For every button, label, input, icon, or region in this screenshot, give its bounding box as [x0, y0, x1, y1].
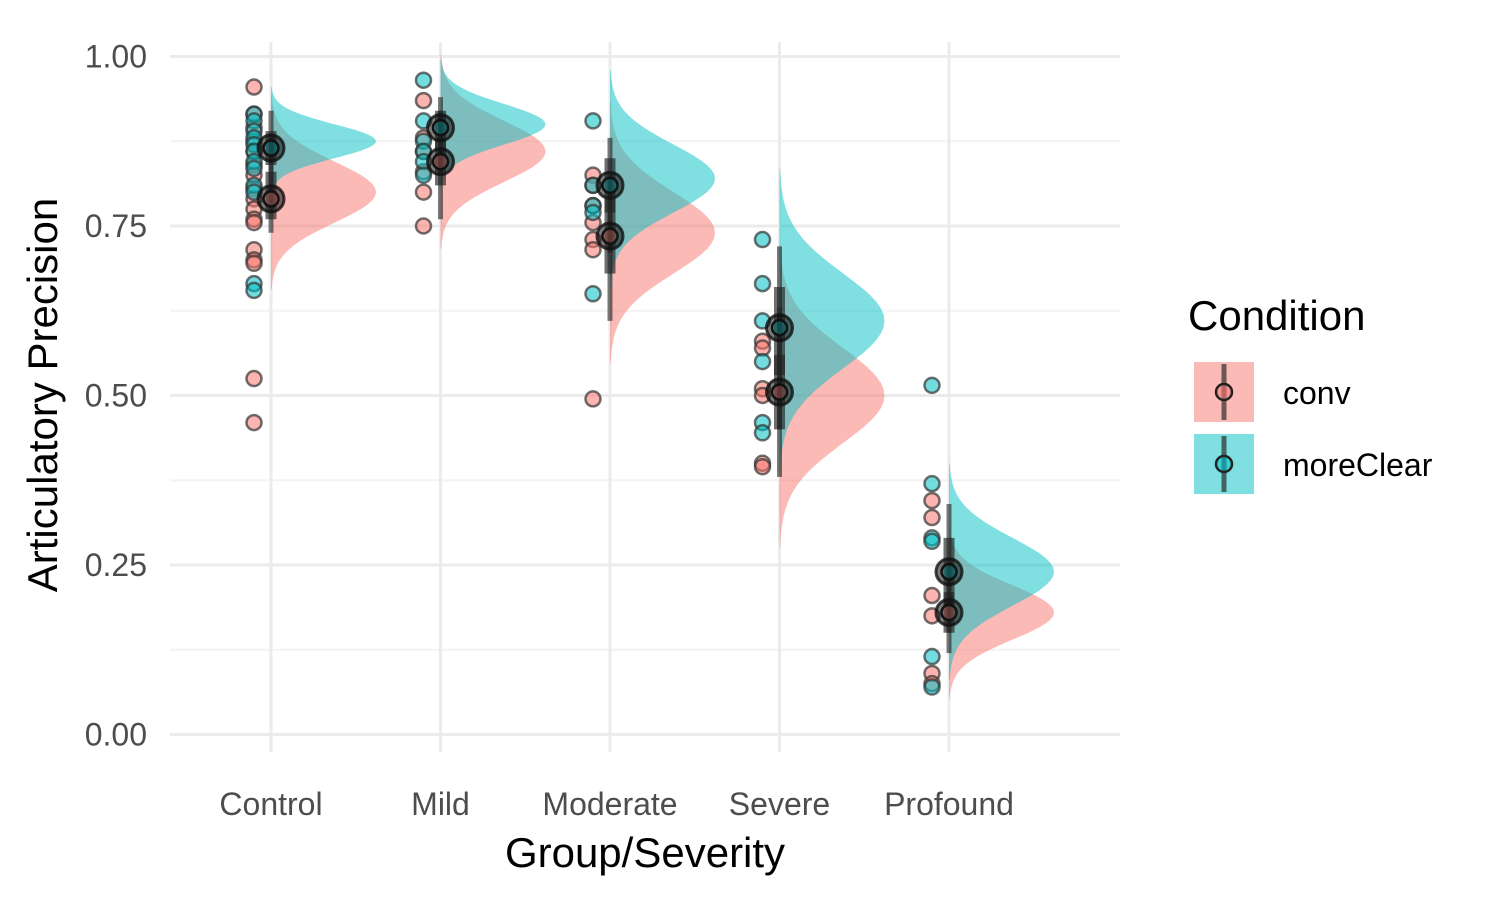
- data-point-moreClear: [923, 474, 941, 493]
- data-point-moreClear: [923, 376, 941, 395]
- density-cloud-moreClear: [949, 463, 1054, 681]
- data-point-moreClear: [923, 647, 941, 666]
- mean-point-moreClear: [765, 313, 794, 343]
- legend-point-conv: [1214, 382, 1234, 402]
- mean-point-inner-moreClear: [601, 176, 619, 195]
- y-tick-label: 0.25: [85, 547, 147, 583]
- legend-title: Condition: [1188, 292, 1365, 339]
- data-point-conv: [923, 586, 941, 605]
- density-clouds: [271, 53, 1054, 700]
- mean-point-moreClear: [595, 170, 625, 200]
- data-point-moreClear: [245, 159, 263, 178]
- data-point-conv: [245, 213, 263, 232]
- mean-point-inner-conv: [601, 227, 619, 245]
- raw-data-points: [245, 71, 941, 696]
- data-point-moreClear: [584, 285, 602, 303]
- data-point-conv: [584, 240, 602, 259]
- mean-point-inner-conv: [431, 152, 450, 171]
- legend-key-conv: conv: [1194, 362, 1351, 422]
- mean-point-inner-moreClear: [770, 318, 789, 337]
- y-tick-label: 1.00: [85, 39, 147, 75]
- mean-point-moreClear: [934, 557, 964, 587]
- y-axis-title: Articulatory Precision: [19, 198, 66, 592]
- summary-intervals: [256, 97, 964, 654]
- mean-point-conv: [595, 221, 625, 251]
- data-point-conv: [414, 217, 433, 235]
- mean-point-inner-moreClear: [940, 563, 958, 581]
- legend-point-moreClear: [1214, 454, 1234, 474]
- x-axis-title: Group/Severity: [505, 829, 785, 876]
- data-point-conv: [245, 369, 263, 388]
- x-tick-label: Severe: [729, 786, 830, 822]
- data-point-moreClear: [753, 424, 772, 442]
- data-point-conv: [245, 413, 263, 432]
- legend-label-moreClear: moreClear: [1283, 447, 1433, 483]
- data-point-moreClear: [584, 112, 602, 130]
- density-cloud-moreClear: [779, 169, 885, 473]
- data-point-conv: [753, 457, 772, 476]
- data-point-moreClear: [923, 678, 941, 696]
- data-point-moreClear: [923, 532, 941, 551]
- mean-point-inner-moreClear: [262, 139, 280, 157]
- data-point-moreClear: [753, 274, 772, 293]
- mean-point-conv: [765, 377, 794, 407]
- legend: Condition conv moreClear: [1188, 292, 1433, 494]
- density-cloud-moreClear: [610, 70, 715, 288]
- data-point-moreClear: [753, 230, 772, 249]
- data-point-moreClear: [245, 281, 263, 300]
- x-tick-label: Mild: [411, 786, 470, 822]
- y-tick-label: 0.75: [85, 208, 147, 244]
- y-tick-label: 0.50: [85, 378, 147, 414]
- data-point-conv: [923, 508, 941, 527]
- data-point-moreClear: [584, 203, 602, 222]
- mean-point-inner-conv: [770, 383, 789, 401]
- y-tick-label: 0.00: [85, 717, 147, 753]
- data-point-conv: [414, 91, 433, 110]
- legend-label-conv: conv: [1283, 375, 1351, 411]
- data-point-conv: [584, 390, 602, 408]
- mean-point-conv: [426, 147, 455, 177]
- x-axis-ticks: Control Mild Moderate Severe Profound: [219, 786, 1014, 822]
- x-tick-label: Moderate: [542, 786, 677, 822]
- mean-point-conv: [256, 184, 286, 214]
- data-point-conv: [245, 254, 263, 273]
- data-point-moreClear: [414, 166, 433, 184]
- y-axis-ticks: 0.00 0.25 0.50 0.75 1.00: [85, 39, 147, 753]
- legend-keys: conv moreClear: [1194, 362, 1433, 494]
- data-point-moreClear: [753, 352, 772, 371]
- data-point-conv: [245, 78, 263, 96]
- legend-key-moreClear: moreClear: [1194, 434, 1433, 494]
- mean-point-conv: [934, 597, 964, 627]
- x-tick-label: Profound: [884, 786, 1014, 822]
- density-cloud-moreClear: [440, 59, 546, 190]
- data-point-moreClear: [414, 71, 433, 89]
- mean-point-inner-conv: [262, 190, 280, 208]
- x-tick-label: Control: [219, 786, 322, 822]
- mean-point-moreClear: [256, 133, 286, 163]
- density-cloud-moreClear: [271, 87, 376, 196]
- mean-point-inner-moreClear: [431, 118, 450, 137]
- data-point-conv: [923, 491, 941, 510]
- mean-point-moreClear: [426, 113, 455, 143]
- data-point-conv: [414, 183, 433, 201]
- mean-point-inner-conv: [940, 603, 958, 622]
